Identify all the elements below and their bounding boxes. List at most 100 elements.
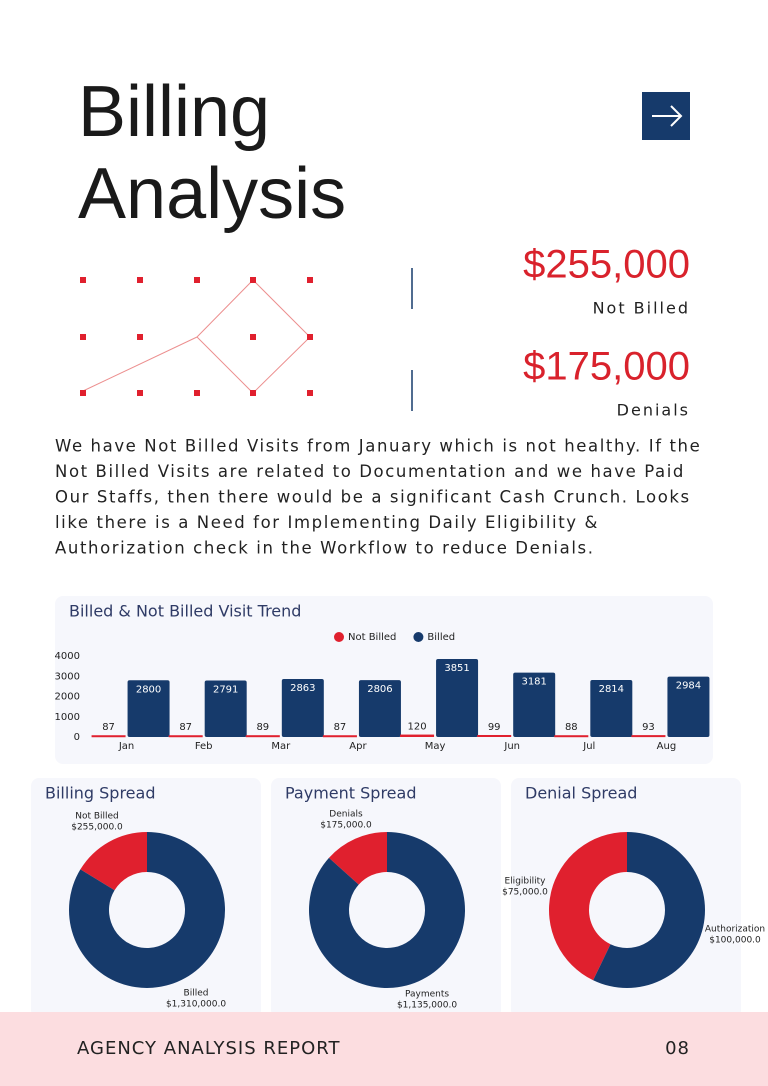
paragraph: We have Not Billed Visits from January w… <box>55 437 700 558</box>
dot <box>80 390 86 396</box>
bar <box>322 735 357 738</box>
data-label: 88 <box>565 722 578 733</box>
bar <box>400 734 435 737</box>
donut-slice <box>593 832 705 989</box>
dot <box>307 390 313 396</box>
slice-name: Not Billed <box>75 812 119 822</box>
dot <box>80 334 86 340</box>
slice-value: $175,000.0 <box>320 821 372 831</box>
dot <box>307 334 313 340</box>
bar <box>127 680 170 737</box>
kpi-value: $175,000 <box>523 345 690 389</box>
y-tick-label: 1000 <box>55 712 80 723</box>
bar <box>477 734 512 737</box>
donut-slice <box>309 832 466 989</box>
panel <box>55 596 713 764</box>
x-tick-label: Jul <box>582 741 595 752</box>
bar <box>91 735 126 738</box>
bar <box>631 735 666 738</box>
slice-name: Eligibility <box>505 877 547 887</box>
data-label: 2791 <box>213 684 238 695</box>
slice-name: Authorization <box>705 925 765 935</box>
x-tick-label: Jun <box>503 741 520 752</box>
dot <box>80 277 86 283</box>
title-line: Billing <box>78 72 270 152</box>
bar <box>168 735 203 738</box>
donut-slice <box>80 832 147 891</box>
paragraph-line: Our Staffs, then there would be a signif… <box>55 488 691 507</box>
bar <box>281 679 324 737</box>
arrow-icon[interactable] <box>652 105 683 127</box>
dot <box>137 390 143 396</box>
legend-swatch <box>334 632 344 642</box>
slice-name: Denials <box>329 810 363 820</box>
dots <box>80 277 313 396</box>
x-tick-label: Jan <box>118 741 134 752</box>
donut-slice <box>549 832 627 981</box>
bar <box>436 659 479 737</box>
y-tick-label: 4000 <box>55 651 80 662</box>
data-label: 2814 <box>599 684 624 695</box>
chart-title: Billed & Not Billed Visit Trend <box>69 602 301 621</box>
data-label: 3181 <box>521 677 546 688</box>
x-tick-label: May <box>425 741 446 752</box>
dot <box>307 277 313 283</box>
data-label: 87 <box>102 722 115 733</box>
data-label: 2984 <box>676 681 701 692</box>
legend-label: Billed <box>427 632 455 643</box>
y-tick-label: 3000 <box>55 671 80 682</box>
dot <box>250 390 256 396</box>
footer-band <box>0 1012 768 1086</box>
donut-slice <box>68 832 226 988</box>
dot-pattern <box>82 279 311 394</box>
legend-label: Not Billed <box>348 632 396 643</box>
donut-slice <box>328 832 387 885</box>
dot <box>194 277 200 283</box>
arrow-button[interactable] <box>642 92 690 140</box>
slice-value: $255,000.0 <box>71 823 123 833</box>
pattern-lines <box>82 279 311 394</box>
data-label: 99 <box>488 722 501 733</box>
bar <box>513 672 556 737</box>
data-label: 87 <box>179 722 192 733</box>
dot <box>194 390 200 396</box>
chart-title: Denial Spread <box>525 784 637 803</box>
kpi-label: Not Billed <box>593 299 690 318</box>
x-tick-label: Feb <box>195 741 213 752</box>
data-label: 87 <box>334 722 347 733</box>
slice-value: $1,135,000.0 <box>397 1001 457 1011</box>
dot <box>137 334 143 340</box>
paragraph-line: like there is a Need for Implementing Da… <box>55 513 599 532</box>
data-label: 93 <box>642 722 655 733</box>
slice-value: $1,310,000.0 <box>166 1000 226 1010</box>
bar <box>204 680 247 737</box>
kpi-label: Denials <box>617 401 690 420</box>
data-label: 2800 <box>136 684 161 695</box>
x-tick-label: Mar <box>271 741 291 752</box>
dot <box>250 277 256 283</box>
dot <box>137 277 143 283</box>
bar <box>358 680 401 737</box>
slice-value: $100,000.0 <box>709 936 761 946</box>
slice-name: Payments <box>405 990 449 1000</box>
data-label: 120 <box>408 722 427 733</box>
bar <box>667 676 710 737</box>
dot <box>250 334 256 340</box>
page-number: 08 <box>665 1038 690 1059</box>
slice-name: Billed <box>184 989 209 999</box>
chart-title: Billing Spread <box>45 784 155 803</box>
y-tick-label: 2000 <box>55 692 80 703</box>
bar <box>245 735 280 738</box>
x-tick-label: Aug <box>657 741 677 752</box>
data-label: 2806 <box>367 684 392 695</box>
paragraph-line: Not Billed Visits are related to Documen… <box>55 462 685 481</box>
kpi-value: $255,000 <box>523 243 690 287</box>
data-label: 2863 <box>290 683 315 694</box>
x-tick-label: Apr <box>349 741 367 752</box>
slice-value: $75,000.0 <box>502 888 548 898</box>
charts: Billed & Not Billed Visit Trend 0 1000 2000… <box>45 602 765 1011</box>
y-tick-label: 0 <box>74 732 80 743</box>
data-label: 3851 <box>444 663 469 674</box>
